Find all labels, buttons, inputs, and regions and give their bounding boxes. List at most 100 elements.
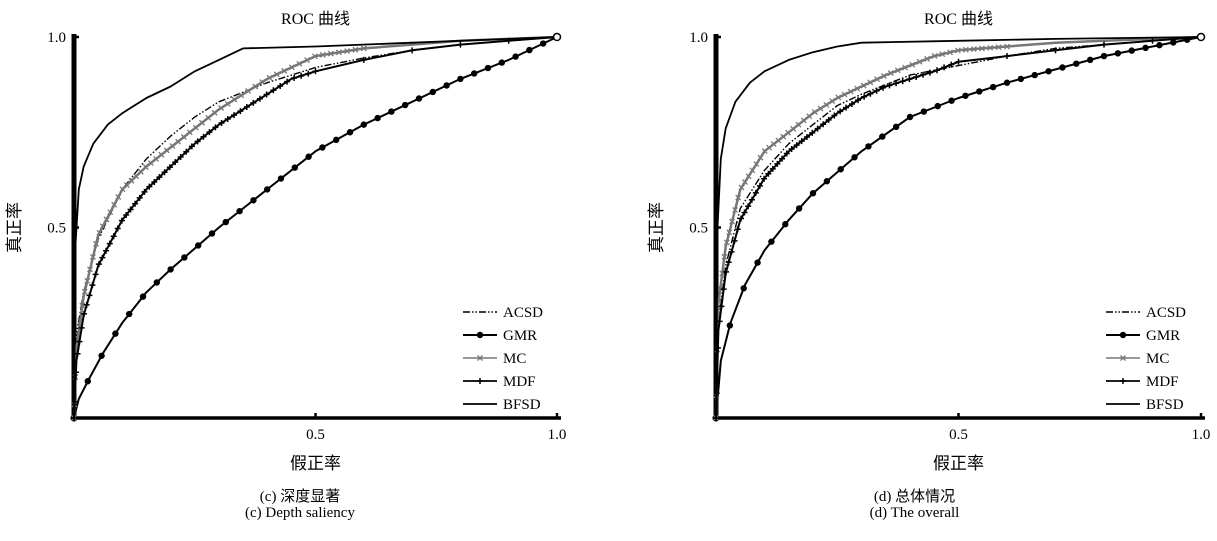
legend: ACSD GMR MC MDF BFSD bbox=[463, 305, 543, 413]
legend-marker-mdf bbox=[477, 378, 483, 384]
series-line-acsd bbox=[73, 36, 558, 419]
series-point bbox=[1059, 64, 1066, 71]
series-point bbox=[284, 78, 291, 85]
series-point bbox=[147, 160, 154, 166]
series-point bbox=[484, 64, 492, 72]
series-point bbox=[865, 143, 872, 150]
legend-marker-gmr bbox=[1119, 331, 1127, 339]
series-point bbox=[825, 116, 832, 123]
y-tick-label: 1.0 bbox=[689, 30, 708, 46]
series-point bbox=[319, 144, 326, 151]
series-point bbox=[151, 178, 158, 185]
series-point bbox=[298, 72, 305, 79]
series-point bbox=[995, 44, 1002, 51]
series-point bbox=[1156, 41, 1163, 49]
x-tick-label: 0.5 bbox=[306, 427, 325, 443]
series-point bbox=[970, 46, 977, 53]
series-line-mc bbox=[72, 35, 558, 419]
series-point bbox=[931, 52, 938, 59]
series-point bbox=[137, 168, 144, 175]
series-point bbox=[352, 46, 359, 53]
series-point bbox=[726, 322, 734, 329]
legend-label-acsd: ACSD bbox=[503, 305, 543, 321]
series-bfsd bbox=[715, 36, 1202, 419]
series-point bbox=[236, 207, 243, 215]
roc-chart-overall: ROC 曲线 0.5 1.0 0.5 1.0 假正率 真正率 ACSD GMR MC MDF BFSD bbox=[647, 10, 1211, 473]
figure-caption-en: (d) The overall bbox=[869, 505, 960, 521]
series-point bbox=[806, 113, 813, 120]
series-point bbox=[252, 83, 259, 90]
series-point bbox=[264, 186, 271, 193]
series-point bbox=[84, 277, 91, 284]
series-point bbox=[1100, 52, 1108, 60]
series-point bbox=[103, 216, 110, 223]
series-point bbox=[139, 293, 147, 300]
legend-label-gmr: GMR bbox=[1146, 328, 1180, 344]
series-point bbox=[795, 205, 803, 212]
legend-label-mdf: MDF bbox=[1146, 374, 1179, 390]
series-line-mdf bbox=[73, 36, 558, 419]
series-point bbox=[860, 82, 867, 89]
series-point bbox=[779, 155, 786, 162]
series-point bbox=[167, 266, 174, 273]
series-point bbox=[238, 92, 245, 99]
series-point bbox=[319, 51, 326, 58]
y-tick-label: 0.5 bbox=[689, 221, 708, 237]
series-point bbox=[277, 82, 284, 89]
series-point bbox=[153, 155, 160, 162]
series-point bbox=[141, 188, 148, 195]
series-point bbox=[718, 303, 725, 310]
series-point bbox=[123, 212, 130, 219]
series-point bbox=[906, 113, 914, 121]
series-point bbox=[457, 41, 464, 48]
series-gmr bbox=[70, 33, 561, 422]
series-point bbox=[161, 169, 168, 176]
series-point bbox=[218, 105, 225, 111]
series-point bbox=[457, 75, 464, 83]
series-point bbox=[103, 247, 110, 254]
series-point bbox=[222, 218, 229, 226]
series-point bbox=[526, 46, 533, 54]
series-point bbox=[218, 119, 225, 126]
series-point bbox=[745, 203, 752, 210]
series-point bbox=[841, 91, 848, 98]
series-point bbox=[753, 161, 760, 168]
series-point bbox=[820, 121, 827, 128]
series-point bbox=[183, 148, 190, 155]
series-point bbox=[725, 259, 732, 266]
x-axis-label: 假正率 bbox=[933, 454, 984, 473]
series-point bbox=[769, 165, 776, 172]
series-point bbox=[851, 154, 858, 161]
series-point bbox=[770, 141, 777, 148]
legend-label-gmr: GMR bbox=[503, 328, 537, 344]
series-point bbox=[118, 217, 125, 224]
series-point bbox=[112, 330, 119, 337]
x-tick-label: 1.0 bbox=[1192, 427, 1211, 443]
x-tick-label: 0.5 bbox=[949, 427, 968, 443]
series-point bbox=[720, 286, 727, 293]
series-point bbox=[1149, 37, 1156, 44]
series-point bbox=[281, 67, 288, 74]
series-point bbox=[305, 153, 312, 160]
series-point bbox=[195, 242, 202, 249]
series-point bbox=[1170, 39, 1177, 46]
series-point bbox=[127, 206, 134, 213]
series-point bbox=[512, 53, 519, 60]
chart-panel-overall: ROC 曲线 0.5 1.0 0.5 1.0 假正率 真正率 ACSD GMR MC MDF BFSD… bbox=[612, 0, 1217, 541]
series-point bbox=[158, 151, 165, 158]
series-point bbox=[169, 143, 176, 150]
series-point bbox=[86, 292, 93, 299]
series-point bbox=[1003, 79, 1011, 86]
series-point bbox=[123, 182, 130, 188]
series-point bbox=[291, 75, 298, 82]
series-point bbox=[374, 114, 381, 122]
series-point bbox=[346, 129, 354, 136]
series-point bbox=[880, 84, 887, 91]
series-point bbox=[1004, 43, 1010, 50]
series-point bbox=[110, 233, 117, 240]
series-point bbox=[726, 229, 733, 236]
series-point bbox=[132, 200, 139, 207]
series-point bbox=[74, 350, 81, 357]
series-point bbox=[947, 49, 954, 56]
series-point bbox=[756, 182, 763, 189]
